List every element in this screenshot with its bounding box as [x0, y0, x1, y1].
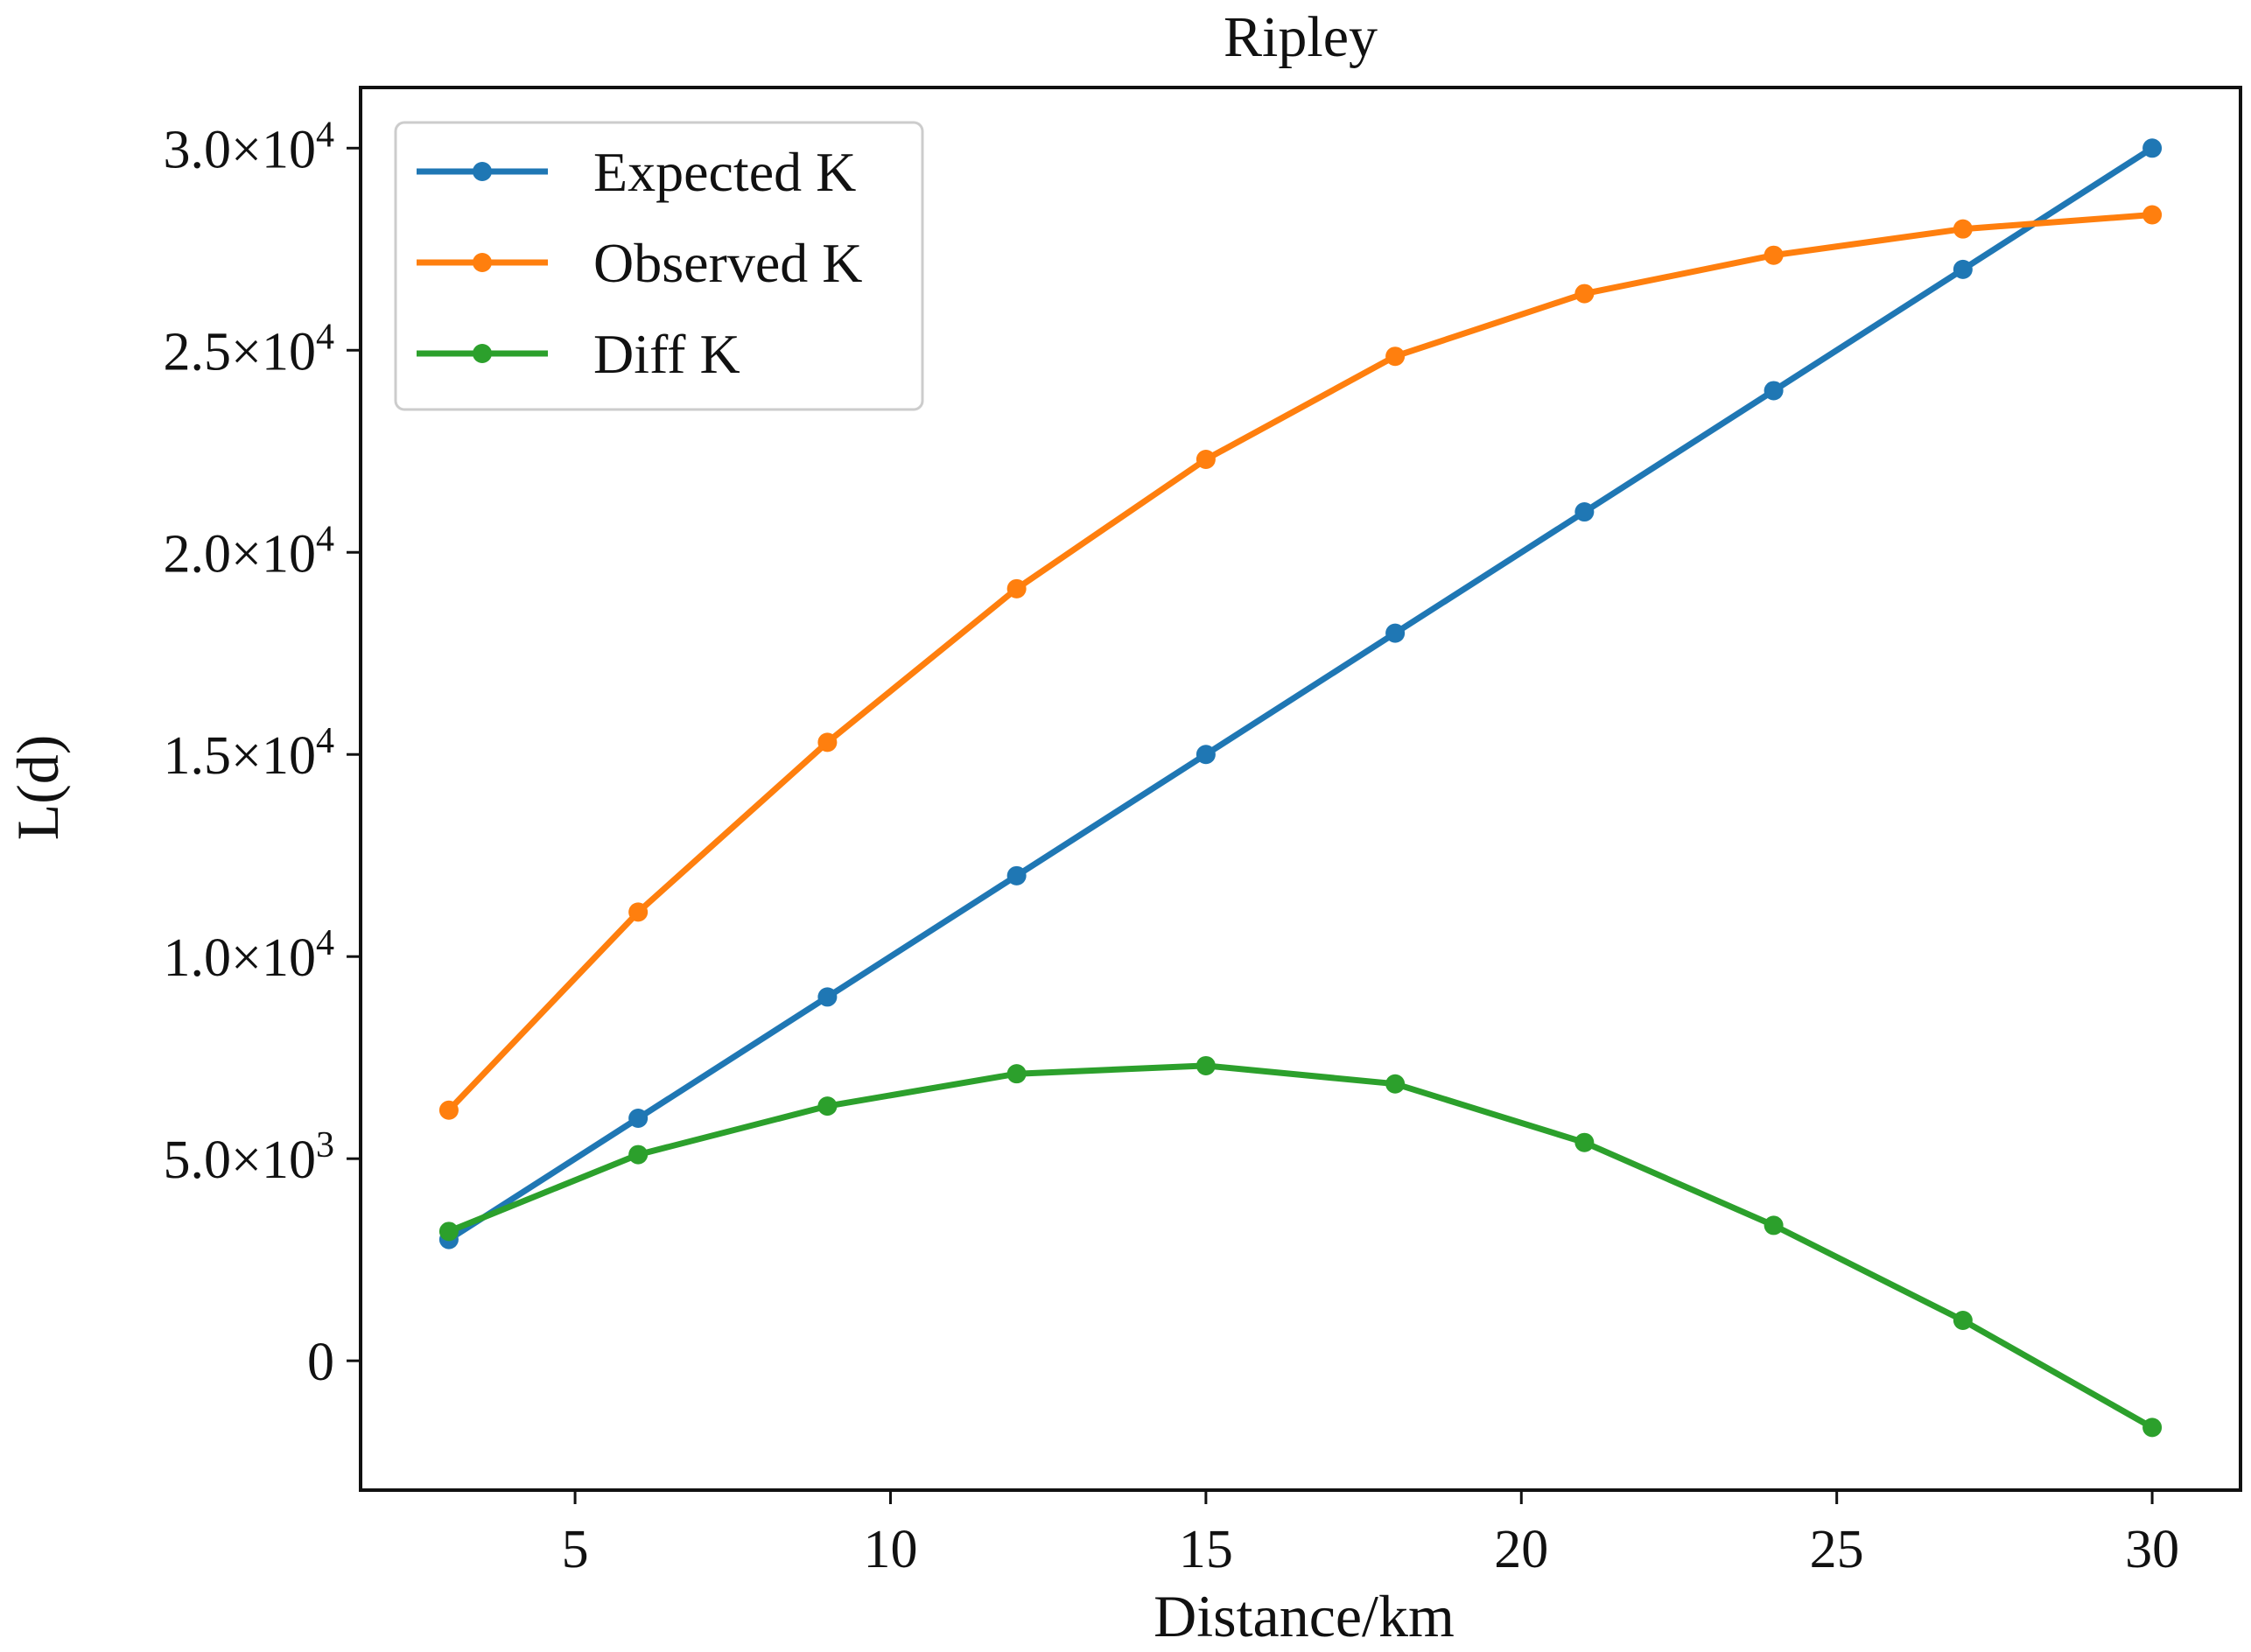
expected-k-point — [628, 1108, 649, 1128]
expected-k-point — [1385, 623, 1406, 643]
tick-group: 5 10 15 20 25 3005.0×1031.0×1041.5×1042.0×104… — [164, 115, 2180, 1579]
diff-k-point — [2142, 1418, 2163, 1438]
x-tick-label: 25 — [1810, 1520, 1864, 1579]
diff-k-point — [1196, 1055, 1216, 1075]
diff-k-point — [1385, 1074, 1406, 1094]
observed-k-legend-marker — [473, 253, 492, 272]
y-tick-label: 1.0×104 — [164, 923, 334, 988]
legend: Expected K Observed K Diff K — [394, 121, 924, 411]
y-tick-exponent: 4 — [316, 923, 334, 963]
diff-k-line — [445, 1062, 2156, 1431]
observed-k-point — [1196, 450, 1216, 470]
y-tick-label: 2.5×104 — [164, 317, 334, 382]
y-tick-label: 1.5×104 — [164, 721, 334, 786]
diff-k-point — [1953, 1310, 1973, 1330]
observed-k-point — [2142, 205, 2163, 225]
y-tick-exponent: 4 — [316, 317, 334, 357]
x-axis-title: Distance/km — [1154, 1583, 1455, 1649]
expected-k-point — [817, 987, 838, 1007]
plot-frame — [359, 86, 2242, 1492]
y-tick-label: 3.0×104 — [164, 115, 334, 179]
observed-k-point — [628, 902, 649, 922]
observed-k-legend-label: Observed K — [593, 232, 862, 294]
series-layer — [438, 138, 2163, 1438]
y-axis-title: L(d) — [4, 735, 71, 841]
x-tick-label: 30 — [2125, 1520, 2179, 1579]
observed-k-point — [1006, 578, 1027, 598]
y-tick-mantissa: 0 — [307, 1333, 334, 1392]
y-tick-exponent: 4 — [316, 115, 334, 155]
expected-k-point — [2142, 138, 2163, 158]
y-tick-exponent: 4 — [316, 721, 334, 761]
expected-k-point — [1953, 259, 1973, 279]
observed-k-point — [438, 1100, 459, 1120]
diff-k-legend-label: Diff K — [593, 323, 740, 385]
observed-k-line — [445, 212, 2156, 1114]
y-tick-exponent: 3 — [316, 1125, 334, 1166]
x-tick-label: 20 — [1494, 1520, 1548, 1579]
y-axis-title-group: L(d) — [4, 735, 71, 841]
legend-box — [394, 121, 924, 411]
y-tick-mantissa: 1.0×10 — [164, 928, 316, 988]
y-tick-mantissa: 1.5×10 — [164, 726, 316, 786]
expected-k-point — [1006, 865, 1027, 886]
chart-title: Ripley — [1224, 5, 1378, 69]
diff-k-point — [628, 1144, 649, 1165]
diff-k-point — [817, 1096, 838, 1116]
y-tick-mantissa: 2.5×10 — [164, 322, 316, 382]
expected-k-point — [1764, 381, 1784, 401]
diff-k-point — [1574, 1132, 1595, 1152]
y-tick-mantissa: 3.0×10 — [164, 120, 316, 179]
expected-k-legend-marker — [473, 162, 492, 181]
expected-k-legend-label: Expected K — [593, 141, 856, 203]
expected-k-line — [445, 144, 2156, 1243]
y-tick-mantissa: 2.0×10 — [164, 524, 316, 584]
y-tick-mantissa: 5.0×10 — [164, 1130, 316, 1190]
x-tick-label: 5 — [562, 1520, 589, 1579]
diff-k-point — [1764, 1215, 1784, 1236]
diff-k-point — [438, 1222, 459, 1242]
diff-k-legend-marker — [473, 344, 492, 363]
observed-k-point — [1385, 346, 1406, 367]
observed-k-point — [817, 732, 838, 752]
observed-k-point — [1574, 284, 1595, 304]
y-tick-label: 5.0×103 — [164, 1125, 334, 1190]
observed-k-point — [1953, 219, 1973, 239]
expected-k-point — [1196, 745, 1216, 765]
observed-k-point — [1764, 245, 1784, 265]
y-tick-exponent: 4 — [316, 519, 334, 559]
y-tick-label: 2.0×104 — [164, 519, 334, 584]
x-tick-label: 15 — [1179, 1520, 1233, 1579]
expected-k-point — [1574, 502, 1595, 522]
diff-k-point — [1006, 1064, 1027, 1084]
y-tick-label: 0 — [307, 1333, 334, 1392]
x-tick-label: 10 — [863, 1520, 917, 1579]
